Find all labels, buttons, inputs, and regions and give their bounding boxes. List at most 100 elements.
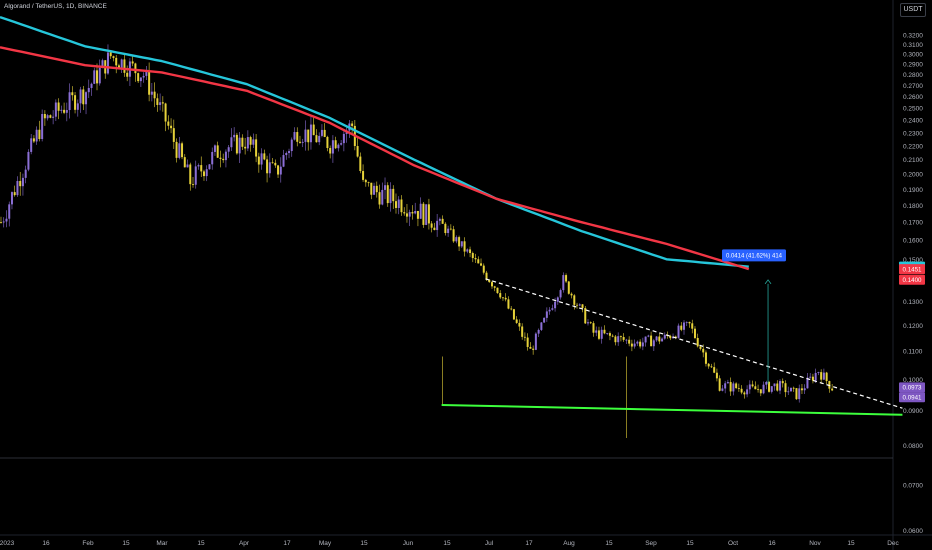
candle-body — [279, 166, 282, 175]
candle-body — [713, 367, 716, 373]
candle-body — [19, 181, 22, 187]
time-axis-label: Jul — [485, 540, 494, 547]
candle-body — [318, 135, 321, 143]
candle-body — [263, 153, 266, 160]
time-axis[interactable]: 2023 16 Feb 15 Mar 15 Apr 17 May 15 Jun 15 Jul 17 Aug 1… — [0, 540, 900, 547]
candle-body — [724, 383, 727, 389]
price-axis-label: 0.3000 — [903, 52, 923, 59]
candle-body — [400, 199, 403, 213]
price-tag-bg — [899, 392, 925, 403]
candle-body — [208, 164, 211, 170]
candle-body — [630, 343, 633, 347]
candle-body — [342, 133, 345, 144]
candle-body — [219, 157, 222, 159]
candle-body — [290, 139, 293, 152]
candle-body — [661, 338, 664, 342]
candle-body — [35, 129, 38, 142]
candle-body — [304, 129, 307, 142]
candle-body — [323, 129, 326, 137]
candle-body — [178, 143, 181, 158]
candle-body — [312, 124, 315, 136]
candle-body — [721, 388, 724, 391]
candle-body — [227, 147, 230, 152]
candle-body — [680, 325, 683, 330]
candle-body — [540, 322, 543, 330]
candle-body — [614, 336, 617, 343]
candle-body — [24, 169, 27, 178]
candle-body — [411, 212, 414, 214]
candle-body — [172, 128, 175, 142]
candle-body — [529, 346, 532, 349]
price-axis-label: 0.0600 — [903, 528, 923, 535]
candle-body — [233, 134, 236, 138]
candle-body — [636, 341, 639, 344]
time-axis-label: Mar — [156, 540, 168, 547]
price-tag-bg — [899, 264, 925, 275]
candle-body — [449, 228, 452, 230]
candle-body — [260, 153, 263, 165]
price-axis-label: 0.3100 — [903, 42, 923, 49]
candle-body — [493, 286, 496, 288]
candle-body — [257, 156, 260, 165]
candle-body — [576, 304, 579, 306]
candle-body — [101, 60, 104, 68]
candle-body — [669, 336, 672, 339]
candle-body — [274, 162, 277, 166]
candle-body — [480, 263, 483, 266]
time-axis-label: 16 — [42, 540, 50, 547]
time-axis-label: 15 — [197, 540, 205, 547]
candle-body — [652, 340, 655, 347]
candle-body — [74, 95, 77, 110]
measure-label: 0.0414 (41.62%) 414 — [726, 254, 783, 260]
candle-body — [414, 210, 417, 214]
candle-body — [743, 392, 746, 395]
candle-body — [779, 381, 782, 391]
candle-body — [460, 241, 463, 247]
candle-body — [770, 386, 773, 392]
price-axis-label: 0.3200 — [903, 33, 923, 40]
time-axis-label: 15 — [605, 540, 613, 547]
candle-body — [512, 309, 515, 320]
candle-body — [109, 52, 112, 57]
price-axis[interactable]: 0.3200 0.3100 0.3000 0.2900 0.2800 0.2700 0.26… — [903, 33, 923, 536]
candle-body — [490, 282, 493, 287]
candle-body — [696, 337, 699, 347]
price-axis-label: 0.2000 — [903, 172, 923, 179]
candle-body — [282, 155, 285, 167]
candle-body — [469, 249, 472, 254]
candle-body — [548, 309, 551, 312]
candle-body — [600, 329, 603, 339]
price-tag-bg — [899, 382, 925, 393]
candle-body — [436, 220, 439, 231]
candle-body — [655, 336, 658, 341]
candle-body — [205, 169, 208, 177]
candle-body — [301, 141, 304, 143]
candle-body — [751, 384, 754, 387]
candle-body — [674, 336, 677, 338]
candle-body — [545, 311, 548, 318]
candle-body — [463, 241, 466, 252]
price-tag-label: 0.1451 — [903, 266, 922, 273]
candle-body — [394, 201, 397, 208]
time-axis-label: 15 — [686, 540, 694, 547]
candle-body — [27, 151, 30, 170]
candle-body — [693, 328, 696, 338]
candle-body — [131, 61, 134, 64]
candle-body — [765, 381, 768, 385]
moving-averages-group — [0, 15, 750, 271]
price-axis-label: 0.2500 — [903, 106, 923, 113]
candle-body — [123, 59, 126, 73]
candle-body — [252, 139, 255, 145]
time-axis-label: 17 — [283, 540, 291, 547]
price-axis-label: 0.2200 — [903, 143, 923, 150]
candle-body — [389, 188, 392, 204]
ma-slow-line — [0, 46, 750, 271]
candle-body — [735, 383, 738, 389]
candle-body — [222, 158, 225, 161]
candle-body — [139, 77, 142, 82]
candle-body — [60, 109, 63, 111]
candle-body — [153, 91, 156, 99]
currency-button[interactable]: USDT — [900, 3, 926, 17]
candle-body — [0, 222, 2, 224]
